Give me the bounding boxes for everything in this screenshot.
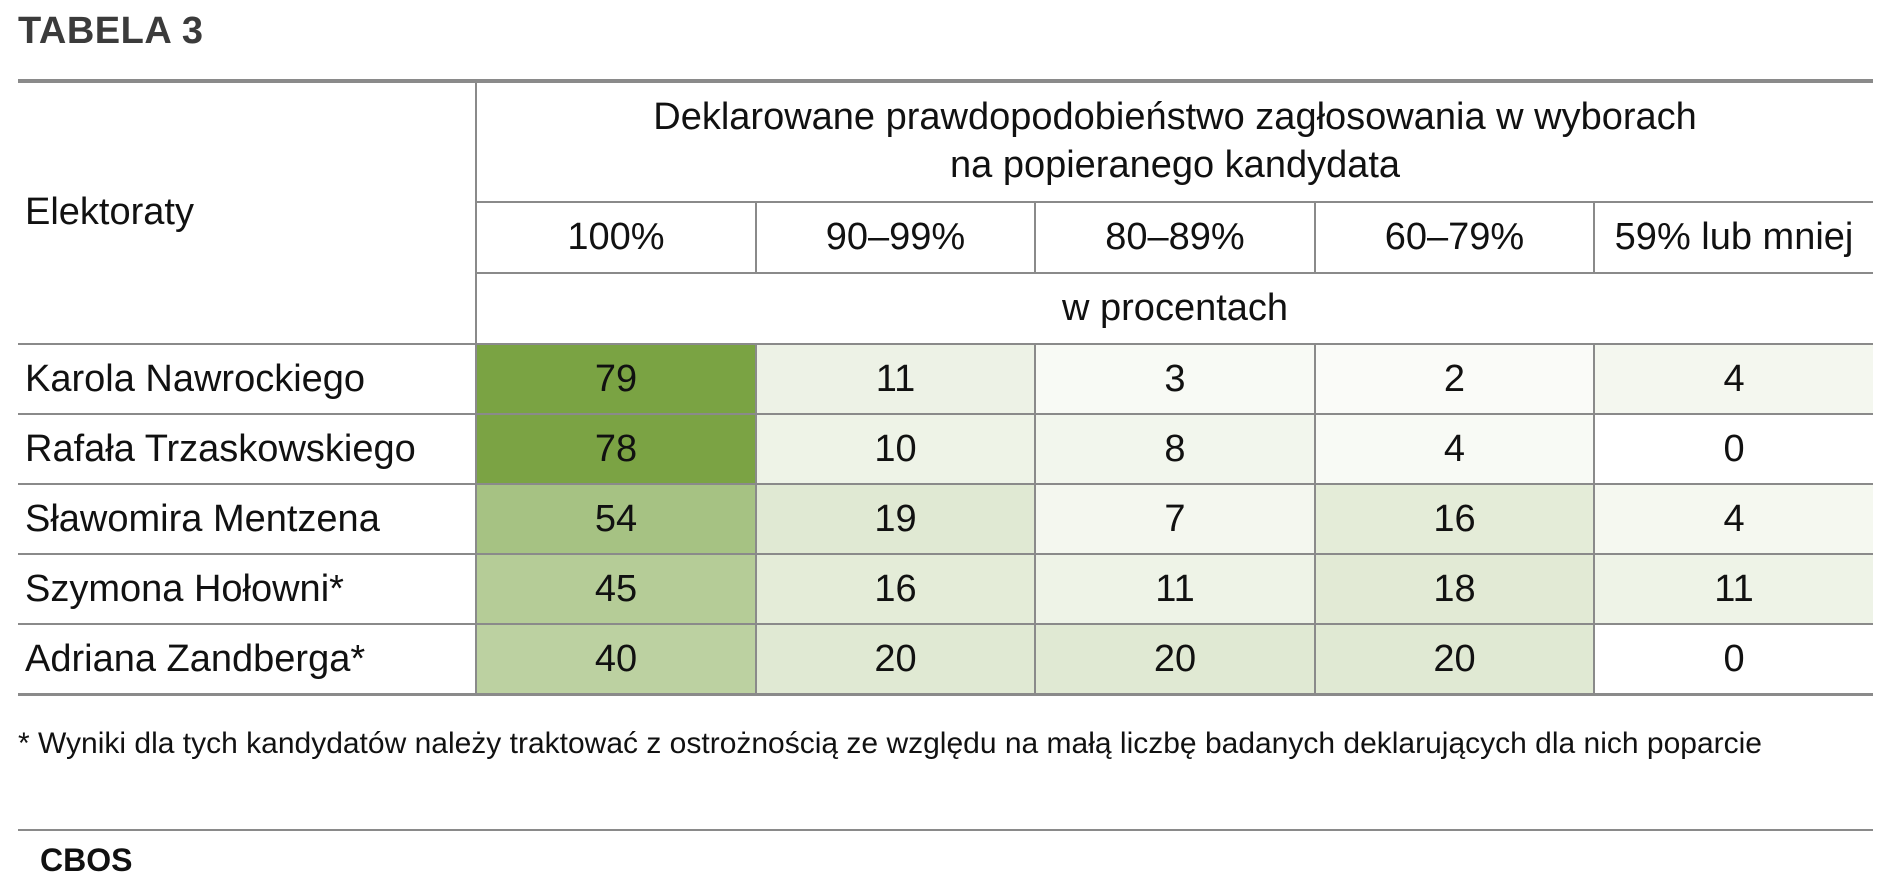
row-label: Sławomira Mentzena (18, 484, 477, 555)
column-header-80-89: 80–89% (1035, 202, 1316, 274)
data-table: Elektoraty Deklarowane prawdopodobieństw… (18, 81, 1874, 696)
table-cell: 20 (756, 624, 1036, 696)
table-cell: 11 (1594, 554, 1874, 625)
table-cell: 4 (1594, 344, 1874, 415)
table-cell: 11 (756, 344, 1036, 415)
table-cell: 0 (1594, 624, 1874, 696)
source-label: CBOS (40, 842, 133, 878)
row-label: Szymona Hołowni* (18, 554, 477, 625)
table-row: Rafała Trzaskowskiego 78 10 8 4 0 (18, 414, 1874, 485)
row-label-header: Elektoraty (18, 81, 477, 345)
table-cell: 16 (756, 554, 1036, 625)
bottom-rule (18, 829, 1873, 831)
unit-header: w procentach (476, 273, 1874, 345)
footnote: * Wyniki dla tych kandydatów należy trak… (18, 727, 1762, 760)
table-cell: 20 (1035, 624, 1316, 696)
column-header-59-or-less: 59% lub mniej (1594, 202, 1874, 274)
table-cell: 0 (1594, 414, 1874, 485)
table-cell: 8 (1035, 414, 1316, 485)
table-row: Adriana Zandberga* 40 20 20 20 0 (18, 624, 1874, 696)
column-group-header-line1: Deklarowane prawdopodobieństwo zagłosowa… (653, 96, 1697, 138)
table-cell: 20 (1315, 624, 1595, 696)
column-group-header-line2: na popieranego kandydata (950, 144, 1401, 186)
table-cell: 45 (476, 554, 757, 625)
table-cell: 11 (1035, 554, 1316, 625)
column-header-90-99: 90–99% (756, 202, 1036, 274)
table-cell: 4 (1315, 414, 1595, 485)
table-cell: 2 (1315, 344, 1595, 415)
table-cell: 79 (476, 344, 757, 415)
table-row: Szymona Hołowni* 45 16 11 18 11 (18, 554, 1874, 625)
table-cell: 4 (1594, 484, 1874, 555)
table-cell: 54 (476, 484, 757, 555)
table-cell: 10 (756, 414, 1036, 485)
table-cell: 7 (1035, 484, 1316, 555)
table-cell: 78 (476, 414, 757, 485)
table-title: TABELA 3 (18, 10, 204, 52)
column-header-60-79: 60–79% (1315, 202, 1595, 274)
table-row: Karola Nawrockiego 79 11 3 2 4 (18, 344, 1874, 415)
table-row: Sławomira Mentzena 54 19 7 16 4 (18, 484, 1874, 555)
column-header-100: 100% (476, 202, 757, 274)
table-cell: 16 (1315, 484, 1595, 555)
row-label: Karola Nawrockiego (18, 344, 477, 415)
table-cell: 3 (1035, 344, 1316, 415)
table-cell: 18 (1315, 554, 1595, 625)
column-group-header: Deklarowane prawdopodobieństwo zagłosowa… (476, 81, 1874, 203)
table-cell: 19 (756, 484, 1036, 555)
table-cell: 40 (476, 624, 757, 696)
row-label: Rafała Trzaskowskiego (18, 414, 477, 485)
row-label: Adriana Zandberga* (18, 624, 477, 696)
